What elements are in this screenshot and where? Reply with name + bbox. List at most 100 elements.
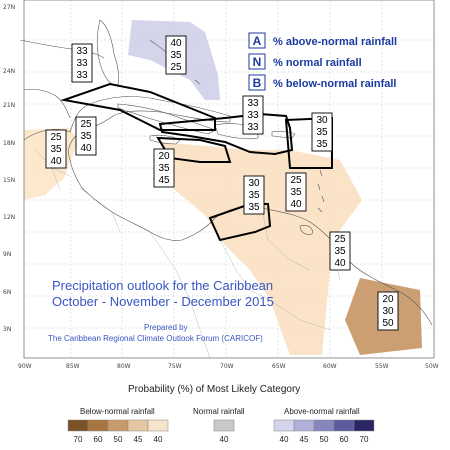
below-swatch	[67, 419, 89, 432]
above-label: Above-normal rainfall	[284, 407, 360, 416]
below-value: 45	[134, 435, 143, 444]
below-value: 60	[94, 435, 103, 444]
below-swatch	[107, 419, 129, 432]
prob-above: 30	[316, 115, 328, 126]
lon-tick: 50W	[425, 363, 439, 370]
prob-below: 33	[76, 70, 88, 81]
above-swatch	[313, 419, 335, 432]
prepared-org: The Caribbean Regional Climate Outlook F…	[48, 334, 263, 343]
prob-normal: 35	[290, 187, 302, 198]
above-swatch	[293, 419, 315, 432]
prob-above: 25	[334, 234, 346, 245]
prob-normal: 35	[334, 246, 346, 257]
zone-below-caribbean-east	[160, 142, 362, 355]
prob-above: 33	[247, 98, 259, 109]
prob-below: 35	[316, 139, 328, 150]
above-value: 45	[300, 435, 309, 444]
prob-below: 40	[50, 156, 62, 167]
prob-box-bahamas: 40 35 25	[165, 35, 187, 75]
key-normal: N % normal rainfall	[248, 53, 362, 70]
prob-normal: 35	[158, 163, 170, 174]
lat-tick: 6N	[3, 289, 11, 296]
prob-box-lesser-antilles: 25 35 40	[285, 172, 307, 212]
prob-above: 33	[76, 46, 88, 57]
lon-tick: 80W	[117, 363, 131, 370]
lat-tick: 3N	[3, 326, 11, 333]
prob-above: 25	[50, 132, 62, 143]
prob-box-florida-cuba: 33 33 33	[71, 43, 93, 83]
above-swatch	[353, 419, 375, 432]
lon-axis: 90W 85W 80W 75W 70W 65W 60W 55W 50W	[18, 363, 439, 370]
coastlines	[19, 19, 433, 326]
above-value: 40	[280, 435, 289, 444]
key-letter: N	[253, 55, 262, 69]
prob-below: 40	[334, 258, 346, 269]
below-label: Below-normal rainfall	[80, 407, 155, 416]
above-value: 70	[360, 435, 369, 444]
key-text: % above-normal rainfall	[273, 36, 397, 48]
prob-normal: 35	[50, 144, 62, 155]
lon-tick: 55W	[375, 363, 389, 370]
lon-tick: 85W	[66, 363, 80, 370]
normal-swatch	[213, 419, 235, 432]
prepared-by: Prepared by	[144, 323, 188, 332]
prob-below: 33	[247, 122, 259, 133]
lon-tick: 65W	[272, 363, 286, 370]
colorbar-above: 40 45 50 60 70	[273, 419, 375, 444]
above-value: 50	[320, 435, 329, 444]
key-below: B % below-normal rainfall	[248, 74, 396, 91]
prob-normal: 35	[170, 50, 182, 61]
below-value: 50	[114, 435, 123, 444]
prob-above: 30	[248, 178, 260, 189]
map-border	[23, 0, 435, 359]
prob-box-jamaica: 25 35 40	[75, 116, 97, 156]
prob-normal: 35	[316, 127, 328, 138]
prob-box-suriname: 20 30 50	[377, 291, 399, 331]
key-text: % below-normal rainfall	[273, 78, 396, 90]
prob-normal: 35	[80, 131, 92, 142]
prob-below: 40	[290, 199, 302, 210]
lon-tick: 75W	[168, 363, 182, 370]
prob-box-caribbean-sea: 20 35 45	[153, 148, 175, 188]
normal-label: Normal rainfall	[193, 407, 245, 416]
below-swatch	[127, 419, 149, 432]
lat-tick: 21N	[3, 102, 15, 109]
prob-box-abc-islands: 30 35 35	[243, 175, 265, 215]
lat-tick: 27N	[3, 4, 15, 11]
lat-tick: 18N	[3, 140, 15, 147]
key-above: A % above-normal rainfall	[248, 32, 397, 49]
prob-normal: 35	[248, 190, 260, 201]
colorbar-below: 70 60 50 45 40	[67, 419, 169, 444]
prob-above: 25	[80, 119, 92, 130]
lon-tick: 70W	[220, 363, 234, 370]
region-cuba	[60, 82, 216, 131]
prob-below: 40	[80, 143, 92, 154]
lat-axis: 27N 24N 21N 18N 15N 12N 9N 6N 3N	[3, 4, 15, 333]
prob-below: 35	[248, 202, 260, 213]
above-value: 60	[340, 435, 349, 444]
above-swatch	[273, 419, 295, 432]
prob-box-trinidad-guyana: 25 35 40	[329, 231, 351, 271]
below-value: 70	[74, 435, 83, 444]
map-title: Precipitation outlook for the Caribbean	[52, 278, 273, 293]
above-swatch	[333, 419, 355, 432]
colorbar-title: Probability (%) of Most Likely Category	[128, 384, 300, 395]
below-swatch	[87, 419, 109, 432]
prob-normal: 33	[76, 58, 88, 69]
lat-tick: 24N	[3, 68, 15, 75]
prob-normal: 30	[382, 306, 394, 317]
prob-below: 50	[382, 318, 394, 329]
prob-box-puerto-rico: 30 35 35	[311, 112, 333, 152]
lon-tick: 90W	[18, 363, 32, 370]
below-swatch	[147, 419, 169, 432]
prob-box-hispaniola: 33 33 33	[242, 95, 264, 135]
lon-tick: 60W	[323, 363, 337, 370]
colorbar-normal: 40	[213, 419, 235, 444]
prob-below: 25	[170, 62, 182, 73]
prob-box-belize: 25 35 40	[45, 129, 67, 169]
prob-normal: 33	[247, 110, 259, 121]
normal-value: 40	[220, 435, 229, 444]
prob-above: 20	[382, 294, 394, 305]
prob-below: 45	[158, 175, 170, 186]
